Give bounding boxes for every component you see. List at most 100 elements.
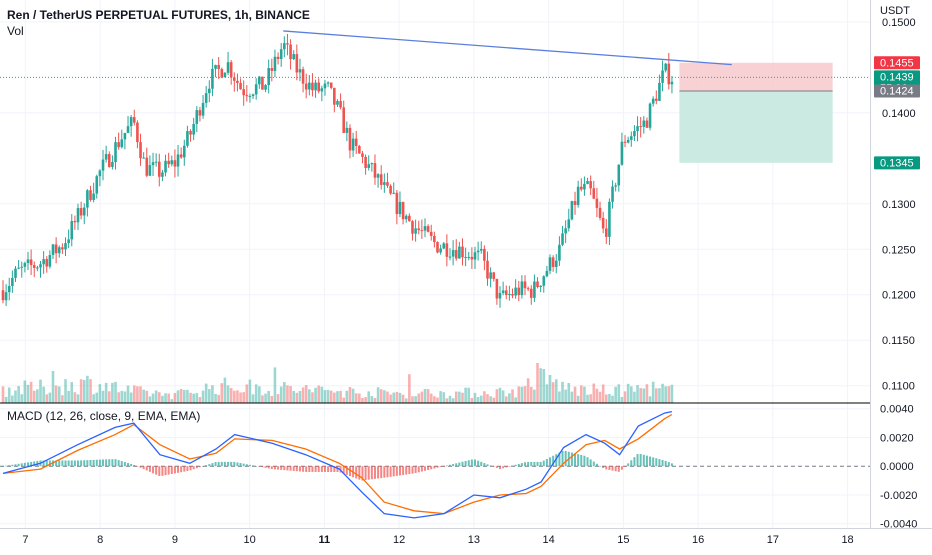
- macd-histogram-bar: [649, 456, 652, 467]
- symbol-title[interactable]: Ren / TetherUS PERPETUAL FUTURES, 1h, BI…: [7, 8, 310, 22]
- volume-bar: [339, 390, 342, 403]
- macd-histogram-bar: [205, 465, 208, 467]
- candle-body: [48, 255, 52, 267]
- volume-bar: [126, 385, 130, 403]
- macd-histogram-bar: [364, 466, 367, 481]
- macd-histogram-bar: [17, 463, 20, 467]
- macd-histogram-bar: [333, 466, 336, 472]
- candle-body: [383, 182, 386, 185]
- volume-bar: [639, 388, 642, 403]
- macd-histogram-bar: [220, 461, 223, 467]
- volume-bar: [39, 379, 42, 403]
- candle-body: [142, 157, 145, 159]
- macd-histogram-bar: [530, 461, 533, 467]
- candle-body: [189, 131, 192, 135]
- macd-histogram-bar: [1, 466, 4, 467]
- macd-histogram-bar: [139, 466, 142, 468]
- volume-bar: [323, 390, 327, 403]
- macd-pane[interactable]: [0, 410, 870, 519]
- volume-bar: [464, 387, 467, 403]
- volume-bar: [670, 384, 674, 403]
- candle-body: [414, 228, 417, 234]
- volume-bar: [458, 391, 461, 403]
- volume-label: Vol: [7, 24, 24, 38]
- volume-bar: [204, 383, 208, 403]
- volume-bar: [248, 379, 252, 403]
- volume-bar: [479, 395, 483, 403]
- candle-body: [104, 154, 108, 160]
- macd-histogram-bar: [395, 466, 398, 476]
- candle-body: [401, 201, 405, 220]
- candle-body: [661, 70, 664, 83]
- candle-body: [386, 182, 389, 186]
- volume-bar: [398, 392, 402, 403]
- volume-bar: [336, 391, 339, 403]
- macd-histogram-bar: [317, 466, 320, 472]
- macd-histogram-bar: [586, 457, 589, 467]
- macd-histogram-bar: [380, 466, 383, 479]
- candle-body: [426, 226, 430, 232]
- candle-body: [361, 153, 364, 157]
- candle-body: [120, 139, 124, 148]
- volume-bar: [573, 386, 577, 403]
- candle-body: [73, 221, 77, 223]
- macd-tick-label: 0.0020: [880, 432, 914, 444]
- volume-bar: [601, 384, 605, 403]
- candles[interactable]: [1, 33, 674, 308]
- candle-body: [154, 161, 158, 163]
- volume-bar: [433, 396, 436, 403]
- macd-histogram-bar: [180, 466, 183, 473]
- volume-bar: [554, 379, 558, 403]
- volume-bar: [201, 390, 205, 403]
- candle-body: [367, 164, 371, 168]
- axes[interactable]: 0.1500 0.1400 0.1300 0.1250 0.1200 0.1150 0.11…: [22, 17, 917, 546]
- volume-bar: [292, 390, 295, 403]
- candle-body: [561, 233, 564, 245]
- macd-histogram-bar: [305, 466, 308, 472]
- macd-histogram-bar: [574, 453, 577, 467]
- candle-body: [76, 208, 80, 223]
- volume-bar: [514, 397, 517, 403]
- volume-bar: [536, 362, 539, 403]
- candle-body: [389, 185, 392, 194]
- macd-histogram-bar: [577, 454, 580, 467]
- volume-bar: [195, 393, 199, 403]
- candle-body: [645, 120, 649, 128]
- candle-body: [170, 160, 174, 165]
- candle-body: [564, 228, 567, 234]
- candle-body: [51, 244, 55, 256]
- volume-bar: [170, 399, 174, 403]
- macd-histogram-bar: [670, 463, 673, 467]
- macd-histogram-bar: [239, 463, 242, 467]
- volume-bar: [661, 383, 664, 403]
- candle-body: [495, 278, 499, 299]
- macd-histogram-bar: [358, 466, 361, 480]
- macd-histogram-bar: [427, 466, 430, 471]
- volume-bar: [92, 394, 95, 403]
- volume-bar: [157, 392, 161, 403]
- volume-bar: [176, 390, 180, 403]
- candle-body: [301, 69, 305, 84]
- candle-body: [404, 215, 408, 220]
- candle-body: [520, 281, 524, 296]
- candle-body: [217, 64, 220, 70]
- candle-body: [317, 82, 321, 92]
- candle-body: [57, 247, 61, 254]
- macd-histogram-bar: [114, 459, 117, 467]
- volume-bar: [367, 391, 371, 403]
- volume-bar: [179, 388, 183, 403]
- candle-body: [192, 123, 195, 135]
- macd-histogram-bar: [286, 466, 289, 471]
- candle-body: [658, 82, 661, 101]
- volume-bar: [426, 389, 430, 403]
- price-badge-label: 0.1345: [880, 157, 914, 169]
- macd-histogram-bar: [167, 466, 170, 475]
- candle-body: [176, 154, 180, 167]
- candle-body: [23, 263, 27, 267]
- candle-body: [589, 181, 592, 189]
- macd-histogram-bar: [155, 466, 158, 475]
- macd-histogram-bar: [223, 461, 226, 467]
- macd-histogram-bar: [602, 466, 605, 469]
- volume-bar: [182, 389, 186, 403]
